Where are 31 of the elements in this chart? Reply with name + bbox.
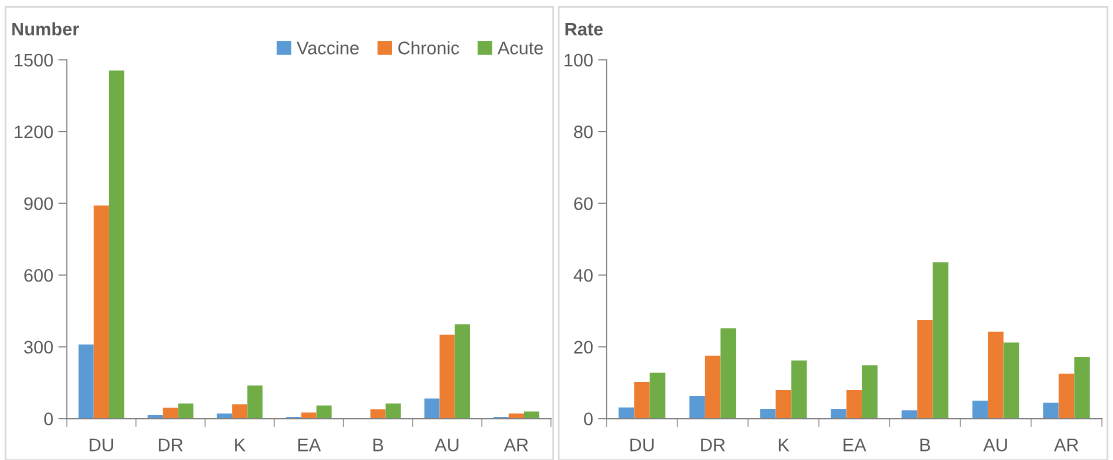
x-tick-label: B (920, 438, 931, 452)
y-tick-label: 100 (564, 53, 593, 67)
x-tick-label: DU (630, 438, 654, 452)
y-tick-label: 20 (574, 340, 593, 354)
y-tick-label: 40 (573, 269, 593, 282)
legend-label: Chronic (398, 41, 460, 55)
legend-label: Vaccine (296, 41, 359, 55)
x-tick-label: EA (843, 438, 867, 452)
x-tick-label: K (235, 438, 246, 452)
x-tick-label: DU (89, 438, 114, 452)
y-tick-label: 80 (574, 125, 593, 139)
x-tick-label: EA (298, 438, 321, 452)
y-tick-label: 600 (24, 269, 53, 282)
y-tick-label: 0 (44, 412, 53, 426)
x-tick-label: AR (503, 438, 529, 452)
y-tick-label: 900 (24, 197, 53, 211)
x-tick-label: DR (158, 438, 183, 452)
legend-label: Acute (497, 41, 543, 55)
x-tick-label: AR (1053, 438, 1079, 452)
x-tick-label: B (373, 438, 384, 452)
y-tick-label: 1500 (14, 53, 53, 67)
x-tick-label: AU (983, 438, 1007, 452)
chart-title: Number (12, 22, 80, 36)
x-tick-label: DR (701, 438, 725, 452)
y-tick-label: 60 (574, 197, 593, 211)
x-tick-label: K (778, 438, 790, 452)
y-tick-label: 300 (24, 340, 53, 354)
y-tick-label: 1200 (14, 125, 53, 139)
y-tick-label: 0 (584, 412, 593, 426)
chart-title: Rate (565, 22, 603, 36)
x-tick-label: AU (434, 438, 459, 452)
